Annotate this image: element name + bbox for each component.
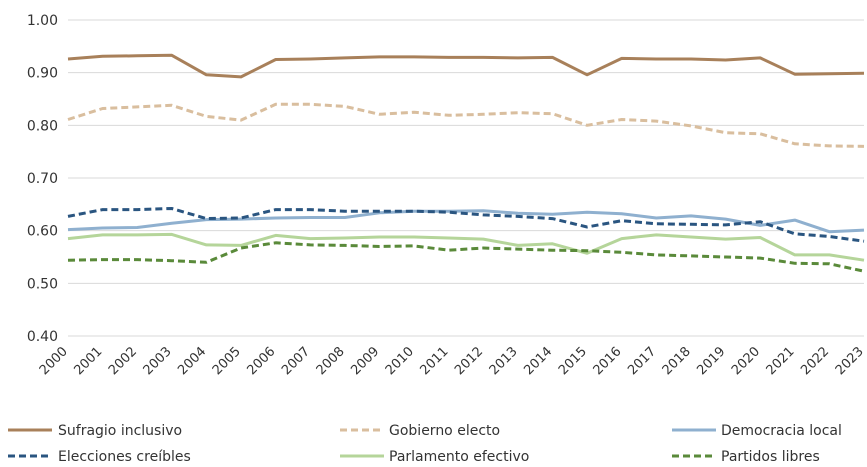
x-tick-label: 2021: [764, 344, 798, 378]
y-tick-label: 0.60: [27, 224, 58, 240]
x-tick-label: 2005: [210, 344, 244, 378]
legend-label-3: Elecciones creíbles: [58, 449, 191, 463]
x-tick-label: 2009: [348, 344, 382, 378]
y-tick-label: 0.70: [27, 171, 58, 187]
series-line-0: [67, 53, 865, 79]
x-tick-label: 2000: [37, 344, 71, 378]
x-tick-label: 2008: [314, 344, 348, 378]
legend-label-2: Democracia local: [721, 423, 842, 439]
x-tick-label: 2010: [383, 344, 417, 378]
legend-label-0: Sufragio inclusivo: [58, 423, 182, 439]
x-tick-label: 2012: [452, 344, 486, 378]
x-tick-label: 2011: [418, 344, 452, 378]
y-tick-label: 0.40: [27, 329, 58, 345]
x-tick-label: 2015: [556, 344, 590, 378]
x-tick-label: 2004: [175, 344, 209, 378]
x-tick-label: 2023: [833, 344, 867, 378]
y-tick-label: 0.90: [27, 66, 58, 82]
series-lines: [67, 53, 865, 273]
x-tick-label: 2017: [625, 344, 659, 378]
x-tick-label: 2006: [244, 344, 278, 378]
series-line-5: [67, 241, 865, 273]
x-axis: 2000 2001 2002 2003 2004 2005 2006 2007 2008 2009…: [37, 344, 867, 378]
gridlines: [68, 19, 864, 337]
x-tick-label: 2002: [106, 344, 140, 378]
x-tick-label: 2007: [279, 344, 313, 378]
x-tick-label: 2020: [729, 344, 763, 378]
x-tick-label: 2001: [71, 344, 105, 378]
y-axis: 0.40 0.50 0.60 0.70 0.80 0.90 1.00: [27, 13, 58, 345]
y-tick-label: 0.80: [27, 118, 58, 134]
y-tick-label: 0.50: [27, 276, 58, 292]
x-tick-label: 2014: [521, 344, 555, 378]
series-line-2: [67, 209, 865, 234]
legend: Sufragio inclusivo Gobierno electo Democra…: [8, 423, 842, 465]
x-tick-label: 2019: [694, 344, 728, 378]
series-line-3: [67, 207, 865, 243]
series-line-1: [67, 102, 865, 148]
series-line-4: [67, 232, 865, 262]
legend-label-5: Partidos libres: [721, 449, 820, 463]
x-tick-label: 2003: [141, 344, 175, 378]
x-tick-label: 2013: [487, 344, 521, 378]
legend-label-4: Parlamento efectivo: [389, 449, 529, 463]
x-tick-label: 2022: [798, 344, 832, 378]
legend-label-1: Gobierno electo: [389, 423, 500, 439]
y-tick-label: 1.00: [27, 13, 58, 29]
x-tick-label: 2018: [660, 344, 694, 378]
x-tick-label: 2016: [591, 344, 625, 378]
